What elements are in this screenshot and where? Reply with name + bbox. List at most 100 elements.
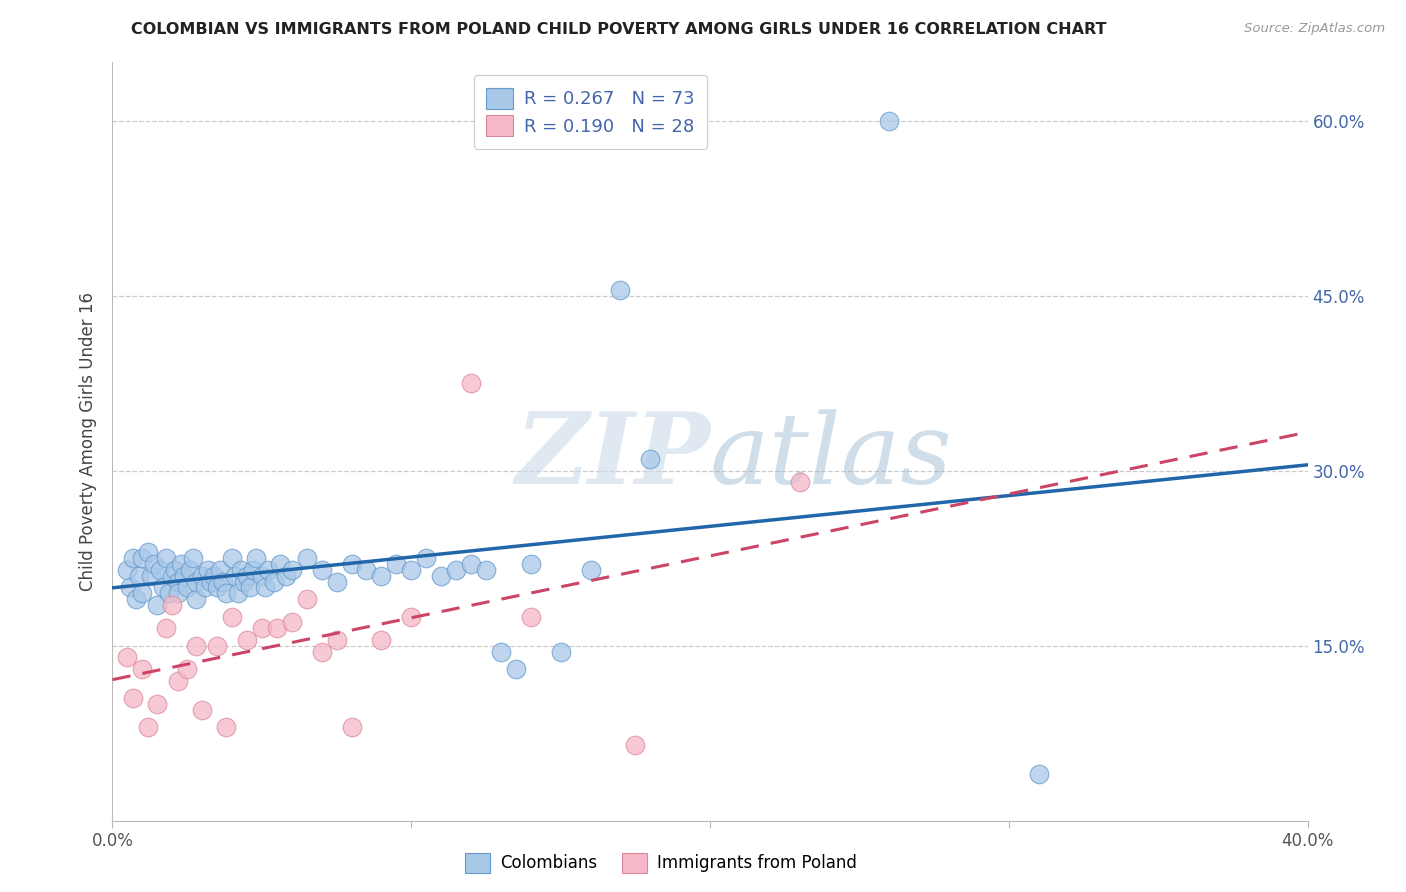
Point — [215, 720, 238, 734]
Point — [520, 557, 543, 571]
Point — [325, 632, 347, 647]
Point — [200, 574, 222, 589]
Point — [141, 568, 163, 582]
Point — [125, 592, 148, 607]
Point — [143, 557, 166, 571]
Point — [250, 568, 273, 582]
Point — [370, 632, 392, 647]
Point — [221, 551, 243, 566]
Point — [266, 621, 288, 635]
Point — [257, 563, 280, 577]
Point — [311, 644, 333, 658]
Point — [385, 557, 408, 571]
Point — [460, 376, 482, 391]
Point — [170, 557, 193, 571]
Point — [120, 580, 142, 594]
Point — [162, 568, 183, 582]
Point — [505, 662, 527, 676]
Point — [179, 563, 201, 577]
Point — [415, 551, 437, 566]
Point — [149, 563, 172, 577]
Text: atlas: atlas — [710, 409, 953, 504]
Point — [209, 563, 232, 577]
Point — [131, 586, 153, 600]
Point — [579, 563, 602, 577]
Point — [356, 563, 378, 577]
Point — [430, 568, 453, 582]
Point — [117, 563, 139, 577]
Point — [215, 586, 238, 600]
Point — [401, 563, 423, 577]
Point — [520, 609, 543, 624]
Point — [444, 563, 467, 577]
Point — [165, 563, 187, 577]
Point — [340, 557, 363, 571]
Point — [242, 563, 264, 577]
Point — [325, 574, 347, 589]
Point — [131, 551, 153, 566]
Point — [274, 568, 297, 582]
Point — [263, 574, 285, 589]
Point — [167, 574, 190, 589]
Point — [269, 557, 291, 571]
Point — [221, 609, 243, 624]
Point — [138, 720, 160, 734]
Point — [236, 568, 259, 582]
Point — [186, 574, 208, 589]
Point — [128, 568, 150, 582]
Point — [475, 563, 498, 577]
Point — [162, 598, 183, 612]
Point — [138, 545, 160, 559]
Point — [157, 586, 180, 600]
Point — [281, 615, 304, 630]
Point — [640, 452, 662, 467]
Point — [205, 639, 228, 653]
Point — [250, 621, 273, 635]
Legend: Colombians, Immigrants from Poland: Colombians, Immigrants from Poland — [458, 847, 863, 880]
Point — [370, 568, 392, 582]
Point — [197, 563, 219, 577]
Point — [186, 639, 208, 653]
Point — [281, 563, 304, 577]
Point — [205, 580, 228, 594]
Point — [229, 563, 252, 577]
Point — [489, 644, 512, 658]
Point — [879, 113, 901, 128]
Point — [117, 650, 139, 665]
Point — [202, 568, 225, 582]
Point — [194, 580, 217, 594]
Point — [155, 551, 177, 566]
Point — [239, 580, 262, 594]
Point — [245, 551, 267, 566]
Point — [460, 557, 482, 571]
Point — [295, 551, 318, 566]
Point — [550, 644, 572, 658]
Point — [176, 580, 198, 594]
Point — [212, 574, 235, 589]
Point — [186, 592, 208, 607]
Point — [167, 586, 190, 600]
Point — [122, 691, 145, 706]
Point — [624, 738, 647, 752]
Text: ZIP: ZIP — [515, 409, 710, 505]
Point — [131, 662, 153, 676]
Point — [226, 586, 249, 600]
Point — [401, 609, 423, 624]
Point — [181, 551, 204, 566]
Point — [173, 568, 195, 582]
Y-axis label: Child Poverty Among Girls Under 16: Child Poverty Among Girls Under 16 — [79, 292, 97, 591]
Point — [236, 632, 259, 647]
Point — [295, 592, 318, 607]
Point — [789, 475, 811, 490]
Point — [311, 563, 333, 577]
Point — [233, 574, 256, 589]
Point — [146, 697, 169, 711]
Point — [152, 580, 174, 594]
Legend: R = 0.267   N = 73, R = 0.190   N = 28: R = 0.267 N = 73, R = 0.190 N = 28 — [474, 75, 707, 149]
Point — [253, 580, 276, 594]
Point — [340, 720, 363, 734]
Text: Source: ZipAtlas.com: Source: ZipAtlas.com — [1244, 22, 1385, 36]
Point — [176, 662, 198, 676]
Point — [609, 283, 631, 297]
Point — [167, 673, 190, 688]
